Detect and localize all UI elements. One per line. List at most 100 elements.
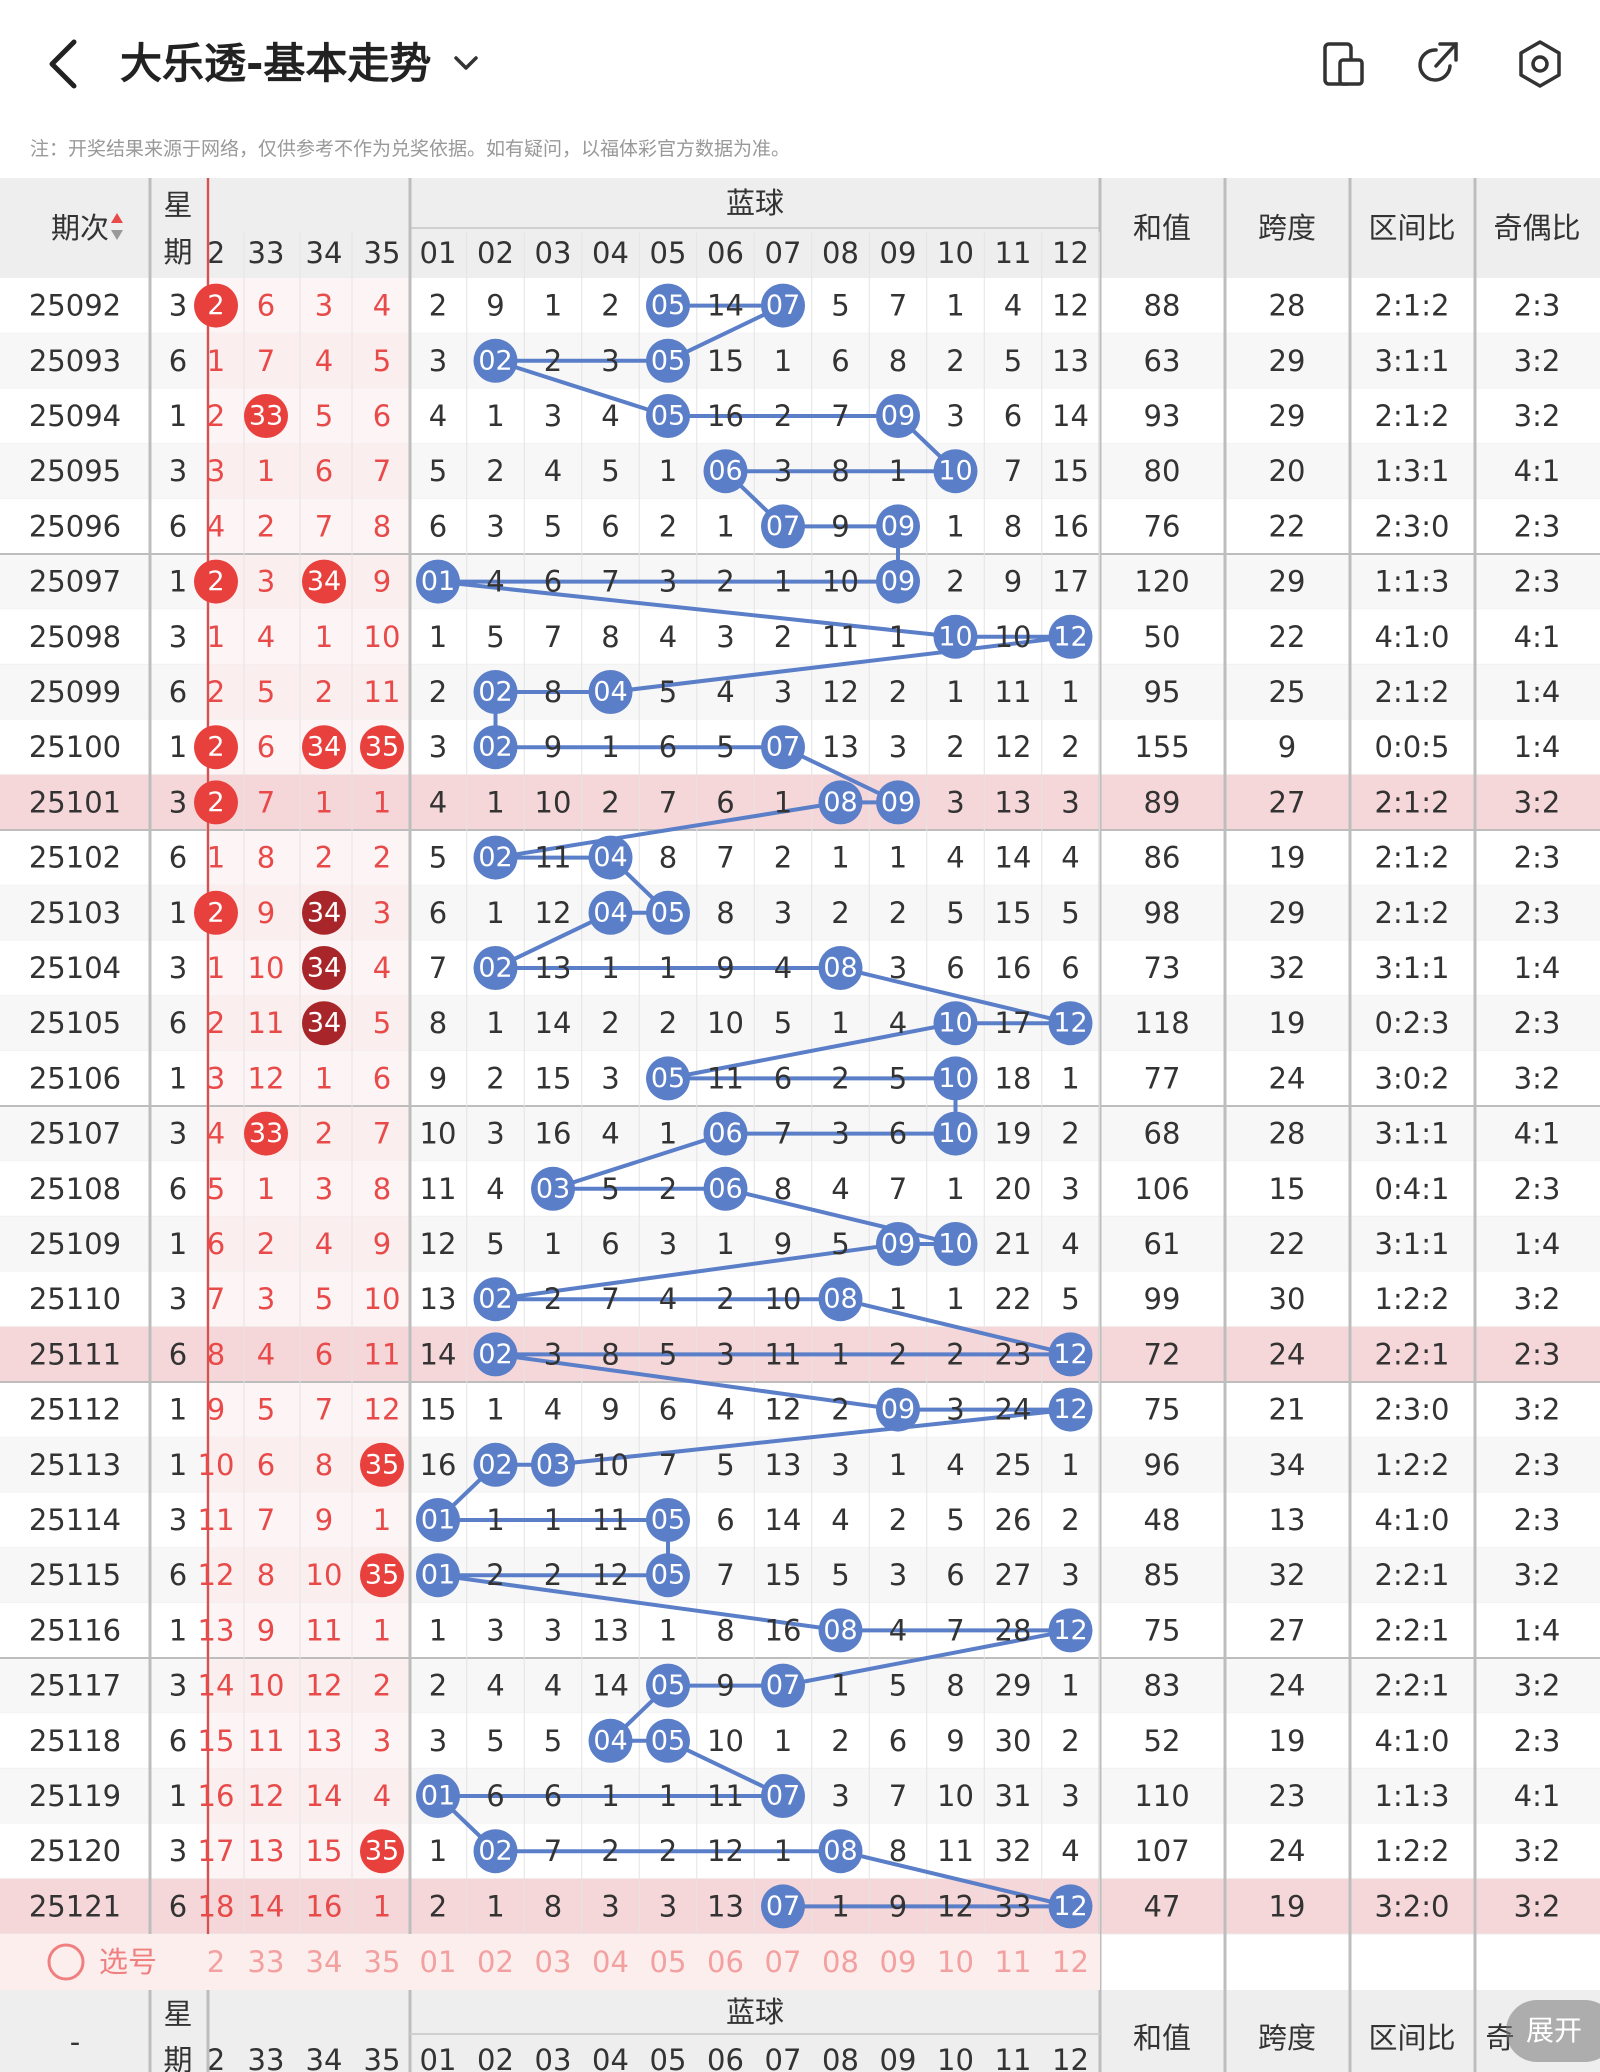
table-row[interactable] xyxy=(0,774,1600,830)
blue-miss-count: 7 xyxy=(774,1117,792,1151)
blue-miss-count: 1 xyxy=(429,620,447,654)
zone-ratio: 1:2:2 xyxy=(1375,1282,1450,1316)
weekday-number: 6 xyxy=(169,1889,187,1923)
select-row[interactable] xyxy=(0,1934,1100,1990)
red-miss-count: 5 xyxy=(373,1006,391,1040)
weekday-number: 6 xyxy=(169,1172,187,1206)
page-title[interactable]: 大乐透-基本走势 xyxy=(120,39,432,88)
blue-miss-count: 1 xyxy=(889,841,907,875)
red-zone-bg xyxy=(210,1602,410,1658)
blue-miss-count: 1 xyxy=(831,1889,849,1923)
chevron-down-icon[interactable] xyxy=(450,44,482,84)
red-miss-count: 16 xyxy=(306,1889,343,1923)
blue-miss-count: 11 xyxy=(765,1337,802,1371)
blue-miss-count: 16 xyxy=(1052,509,1089,543)
blue-miss-count: 3 xyxy=(831,1117,849,1151)
zone-ratio: 1:3:1 xyxy=(1375,454,1450,488)
period-number: 25117 xyxy=(29,1669,121,1703)
blue-miss-count: 9 xyxy=(946,1724,964,1758)
blue-miss-count: 10 xyxy=(937,1779,974,1813)
blue-miss-count: 10 xyxy=(707,1006,744,1040)
blue-ball xyxy=(646,338,690,383)
sum-value: 155 xyxy=(1134,730,1189,764)
sum-value: 86 xyxy=(1144,841,1181,875)
red-miss-count: 1 xyxy=(207,951,225,985)
span-value: 25 xyxy=(1269,675,1306,709)
odd-even-ratio: 3:2 xyxy=(1514,399,1561,433)
blue-miss-count: 4 xyxy=(486,1669,504,1703)
sum-value: 89 xyxy=(1144,785,1181,819)
blue-miss-count: 2 xyxy=(429,675,447,709)
footer-blue-col: 05 xyxy=(650,2043,687,2072)
blue-miss-count: 10 xyxy=(535,785,572,819)
red-zone-bg xyxy=(210,333,410,389)
blue-miss-count: 3 xyxy=(831,1779,849,1813)
sum-value: 63 xyxy=(1144,344,1181,378)
footer-red-col: 34 xyxy=(306,2043,343,2072)
span-value: 19 xyxy=(1269,1889,1306,1923)
blue-ball-number: 05 xyxy=(651,290,685,321)
blue-miss-count: 2 xyxy=(1061,1117,1079,1151)
odd-even-ratio: 2:3 xyxy=(1514,1448,1561,1482)
red-miss-count: 14 xyxy=(306,1779,343,1813)
col-blue-header: 蓝球 xyxy=(726,186,784,220)
zone-ratio: 4:1:0 xyxy=(1375,1503,1450,1537)
blue-miss-count: 4 xyxy=(429,399,447,433)
blue-ball-number: 01 xyxy=(421,1781,455,1812)
red-ball-number: 33 xyxy=(249,1118,283,1149)
red-zone-bg xyxy=(210,1161,410,1217)
blue-miss-count: 3 xyxy=(716,620,734,654)
sum-value: 75 xyxy=(1144,1393,1181,1427)
red-miss-count: 4 xyxy=(257,1337,275,1371)
span-value: 22 xyxy=(1269,620,1306,654)
red-ball xyxy=(302,890,346,935)
blue-miss-count: 4 xyxy=(716,675,734,709)
sum-value: 75 xyxy=(1144,1613,1181,1647)
footer-blue-col: 10 xyxy=(937,2043,974,2072)
expand-button[interactable]: 展开 xyxy=(1506,2000,1600,2062)
select-radio-icon[interactable] xyxy=(47,1943,85,1981)
blue-col-header: 03 xyxy=(535,236,572,270)
zone-ratio: 3:0:2 xyxy=(1375,1061,1450,1095)
sum-value: 47 xyxy=(1144,1889,1181,1923)
sort-up-icon[interactable] xyxy=(111,213,123,223)
blue-ball xyxy=(1048,1387,1093,1432)
blue-miss-count: 7 xyxy=(1004,454,1022,488)
red-miss-count: 11 xyxy=(248,1006,285,1040)
back-icon[interactable] xyxy=(40,34,90,94)
blue-miss-count: 6 xyxy=(716,1503,734,1537)
weekday-number: 1 xyxy=(169,1393,187,1427)
weekday-number: 6 xyxy=(169,1006,187,1040)
share-icon[interactable] xyxy=(1412,38,1464,90)
red-ball xyxy=(194,559,238,604)
blue-miss-count: 4 xyxy=(946,841,964,875)
blue-miss-count: 2 xyxy=(486,454,504,488)
blue-miss-count: 17 xyxy=(995,1006,1032,1040)
odd-even-ratio: 3:2 xyxy=(1514,344,1561,378)
weekday-number: 1 xyxy=(169,1779,187,1813)
blue-miss-count: 4 xyxy=(544,1393,562,1427)
blue-miss-count: 2 xyxy=(601,785,619,819)
sort-down-icon[interactable] xyxy=(111,230,123,240)
span-value: 9 xyxy=(1278,730,1296,764)
blue-miss-count: 3 xyxy=(659,565,677,599)
settings-icon[interactable] xyxy=(1514,38,1566,90)
red-miss-count: 11 xyxy=(364,675,401,709)
blue-miss-count: 3 xyxy=(1061,1558,1079,1592)
blue-miss-count: 1 xyxy=(429,1613,447,1647)
footer-period: - xyxy=(70,2025,80,2059)
blue-miss-count: 1 xyxy=(659,1779,677,1813)
footer-blue-col: 09 xyxy=(880,2043,917,2072)
device-layout-icon[interactable] xyxy=(1318,38,1370,90)
red-ball xyxy=(302,1001,346,1046)
select-red-number: 34 xyxy=(306,1945,343,1979)
red-ball xyxy=(360,725,404,770)
red-miss-count: 2 xyxy=(207,1006,225,1040)
blue-ball xyxy=(473,338,518,383)
blue-miss-count: 4 xyxy=(889,1613,907,1647)
blue-miss-count: 3 xyxy=(1061,1779,1079,1813)
footer-blue-col: 02 xyxy=(477,2043,514,2072)
odd-even-ratio: 2:3 xyxy=(1514,841,1561,875)
blue-miss-count: 27 xyxy=(995,1558,1032,1592)
